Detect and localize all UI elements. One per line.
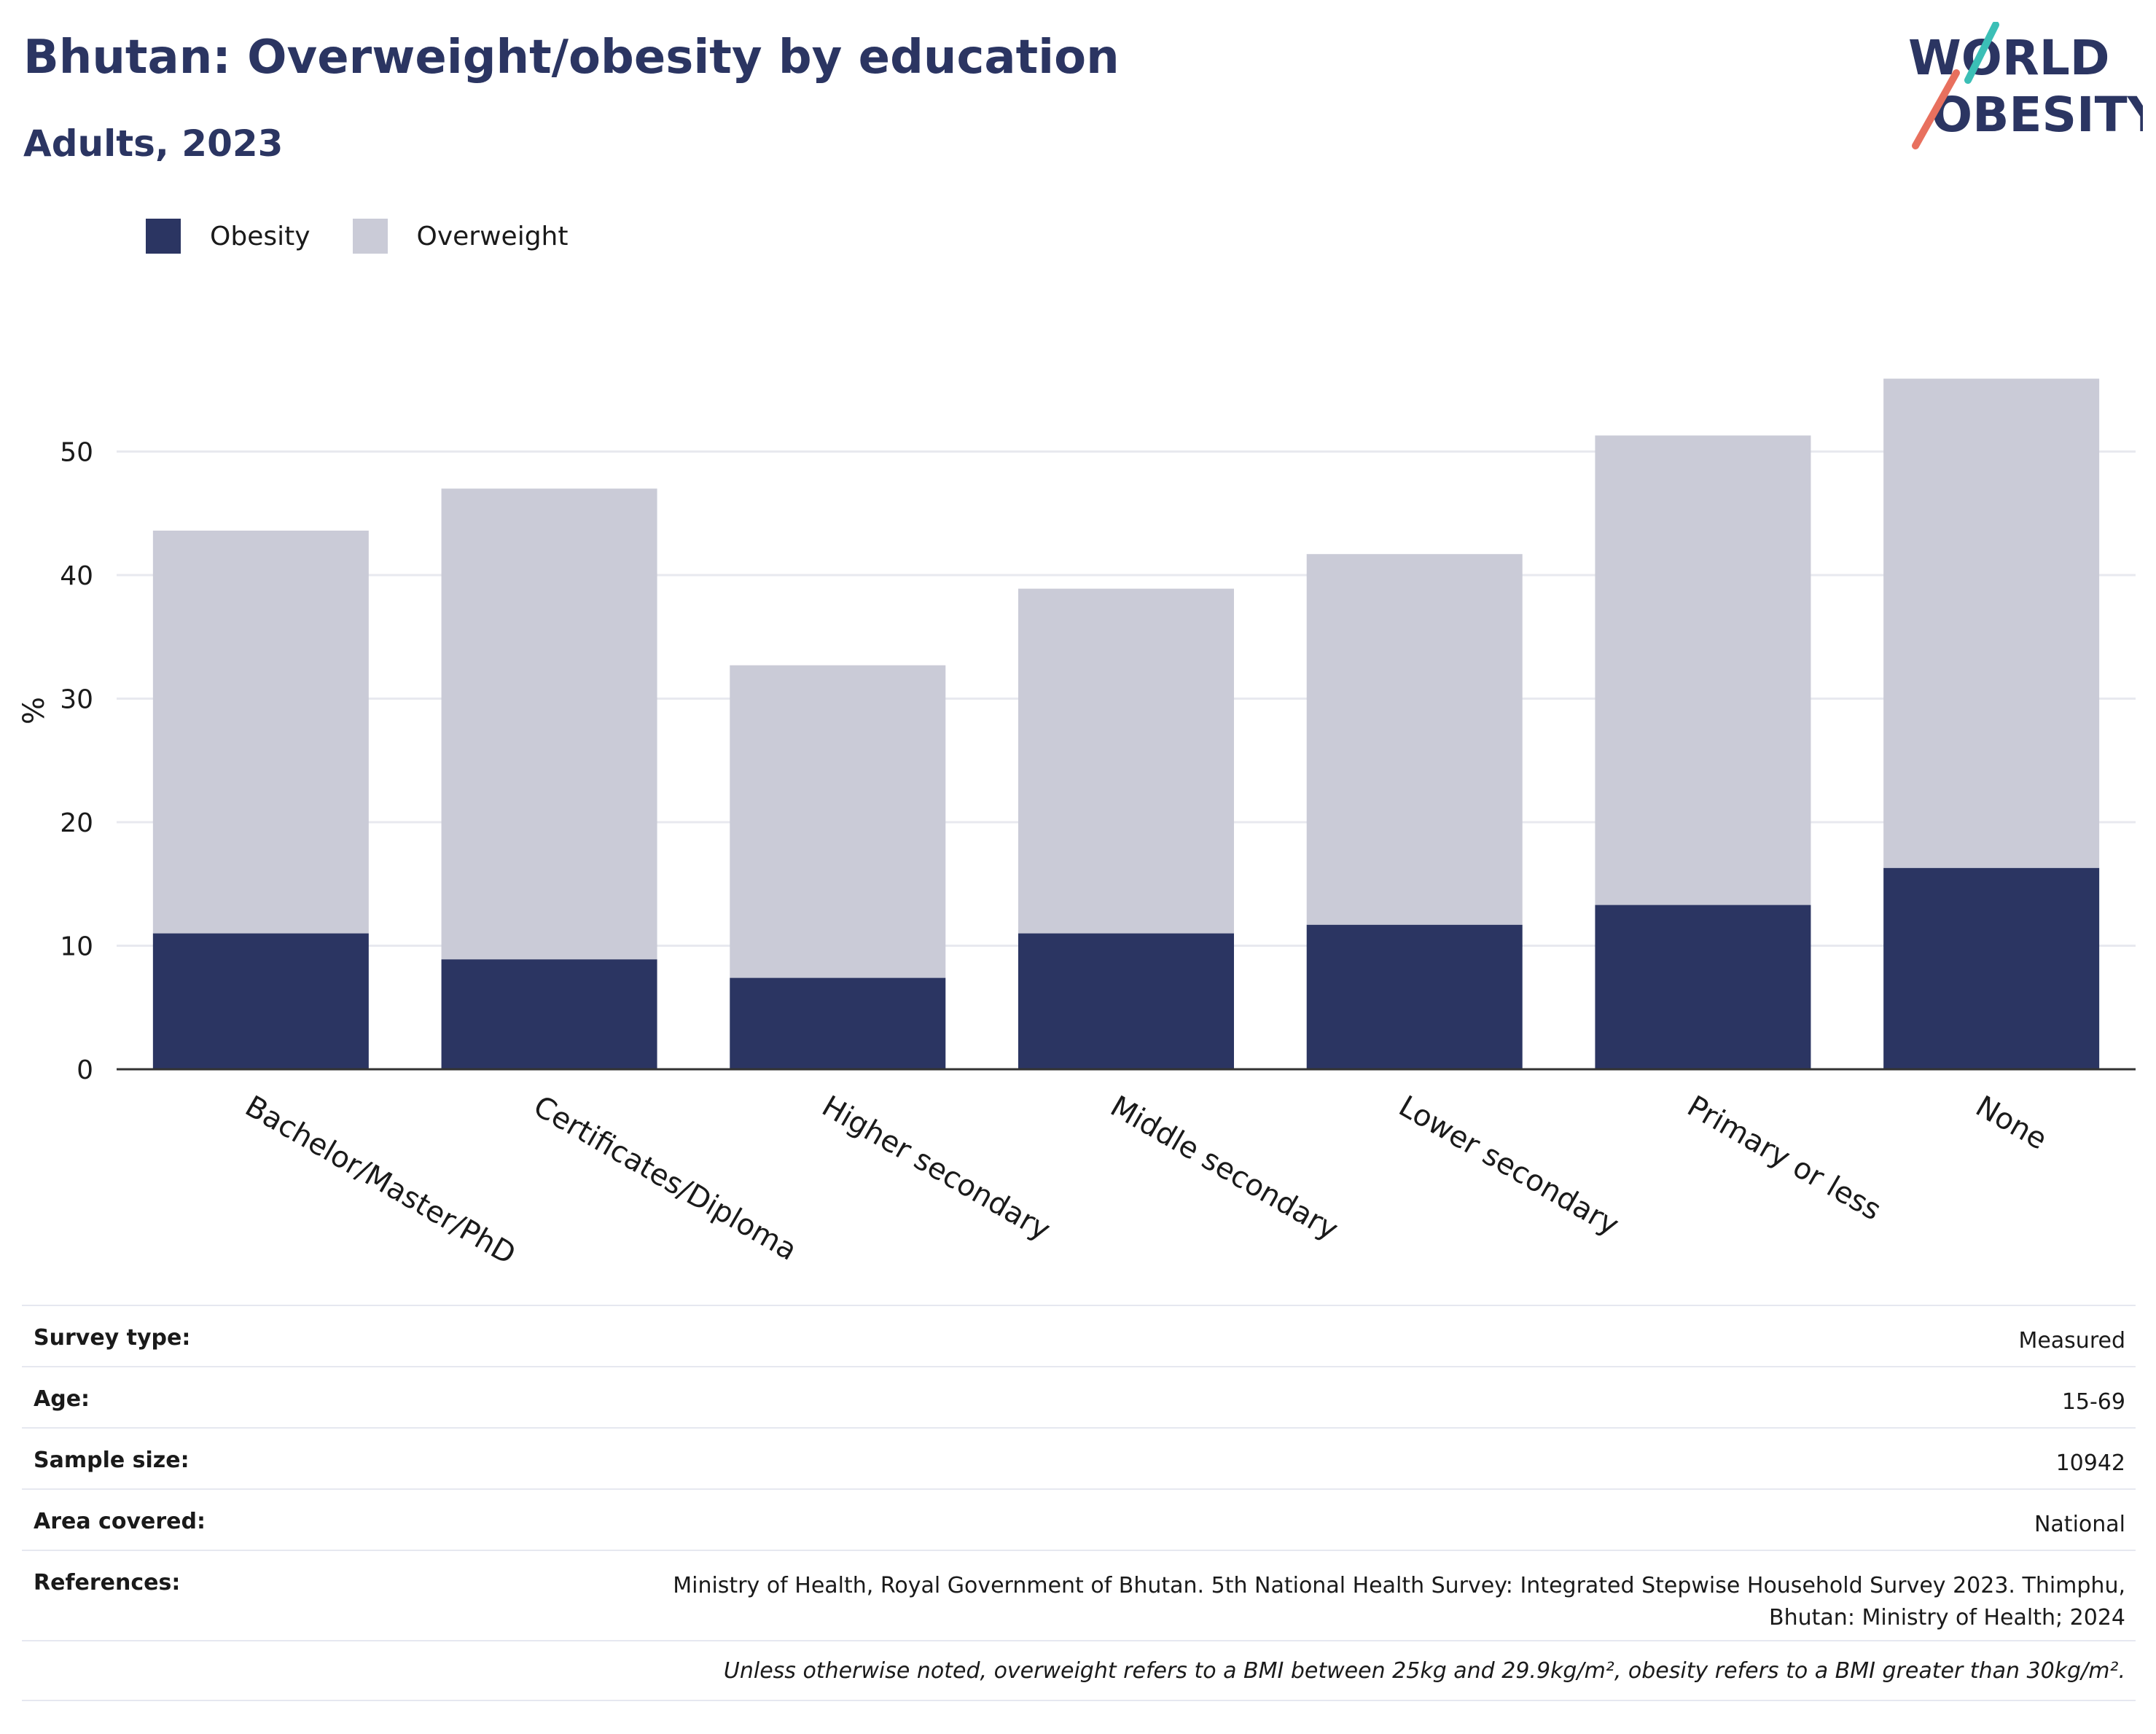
bar-obesity [1018, 933, 1234, 1069]
chart-subtitle: Adults, 2023 [23, 122, 284, 165]
logo-accent-coral [1912, 69, 1960, 149]
meta-row-sample-size: Sample size: 10942 [22, 1427, 2136, 1488]
meta-value: 15-69 [2061, 1389, 2125, 1415]
y-tick-label: 40 [60, 561, 93, 591]
x-tick-label: Primary or less [1682, 1090, 1886, 1227]
bar-overweight [1595, 435, 1811, 905]
meta-row-area-covered: Area covered: National [22, 1488, 2136, 1550]
bar-obesity [441, 959, 657, 1069]
bar-overweight [1883, 378, 2100, 868]
meta-value: Measured [2018, 1328, 2125, 1354]
x-tick-label: Middle secondary [1105, 1090, 1344, 1247]
x-tick-label: Bachelor/Master/PhD [239, 1090, 521, 1272]
y-tick-label: 0 [77, 1055, 93, 1085]
bar-overweight [1018, 588, 1234, 934]
meta-key: Sample size: [34, 1448, 190, 1473]
meta-row-age: Age: 15-69 [22, 1366, 2136, 1427]
bar-obesity [1883, 867, 2100, 1069]
y-tick-label: 50 [60, 438, 93, 468]
meta-key: Survey type: [34, 1325, 191, 1351]
meta-value: National [2034, 1512, 2125, 1537]
bar-obesity [152, 933, 369, 1069]
meta-row-references: References: Ministry of Health, Royal Go… [22, 1550, 2136, 1640]
chart-title: Bhutan: Overweight/obesity by education [23, 31, 1120, 85]
y-tick-label: 20 [60, 808, 93, 838]
bar-overweight [441, 488, 657, 960]
bar-obesity [730, 977, 946, 1069]
bar-overweight [1306, 554, 1523, 925]
bar-obesity [1306, 924, 1523, 1069]
stacked-bar-chart: 0 10 20 30 40 50% Bachelor/Master/PhD Certifica… [17, 378, 2136, 1272]
logo-accent-teal [1964, 22, 1999, 84]
legend-label-overweight: Overweight [416, 221, 569, 251]
meta-key: Age: [34, 1386, 90, 1412]
meta-key: Area covered: [34, 1509, 206, 1534]
x-tick-label: Lower secondary [1393, 1090, 1624, 1243]
meta-value: Ministry of Health, Royal Government of … [673, 1573, 2125, 1630]
x-tick-label: Certificates/Diploma [528, 1090, 802, 1268]
legend-item-overweight[interactable]: Overweight [352, 219, 569, 254]
logo-word-world: WORLD [1908, 30, 2110, 86]
legend-item-obesity[interactable]: Obesity [146, 219, 310, 254]
y-tick-label: 10 [60, 932, 93, 962]
world-obesity-logo: WORLD OBESITY [1908, 22, 2143, 149]
legend: Obesity Overweight [146, 216, 610, 257]
bars [152, 378, 2100, 1069]
bmi-footnote: Unless otherwise noted, overweight refer… [22, 1640, 2136, 1701]
y-axis-label: % [17, 697, 51, 725]
bar-overweight [152, 530, 369, 934]
logo-word-obesity: OBESITY [1932, 87, 2143, 143]
legend-swatch-overweight [352, 219, 388, 254]
meta-value: 10942 [2055, 1450, 2125, 1476]
x-tick-label: Higher secondary [816, 1090, 1056, 1247]
legend-label-obesity: Obesity [210, 221, 310, 251]
meta-key: References: [34, 1570, 181, 1596]
meta-row-survey-type: Survey type: Measured [22, 1305, 2136, 1366]
bar-overweight [730, 665, 946, 978]
y-tick-label: 30 [60, 685, 93, 715]
survey-info-table: Survey type: Measured Age: 15-69 Sample … [22, 1305, 2136, 1701]
bar-obesity [1595, 905, 1811, 1069]
x-tick-label: None [1970, 1090, 2053, 1157]
legend-swatch-obesity [146, 219, 181, 254]
